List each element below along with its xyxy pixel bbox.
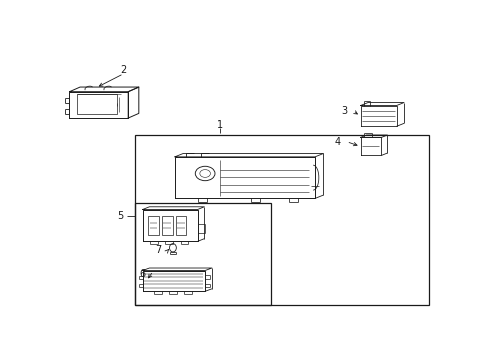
Text: 6: 6 xyxy=(139,269,145,279)
Text: 5: 5 xyxy=(117,211,123,221)
Text: 3: 3 xyxy=(341,106,346,116)
Bar xyxy=(162,216,172,235)
Bar xyxy=(175,216,186,235)
Bar xyxy=(135,203,271,305)
Text: 2: 2 xyxy=(120,64,126,75)
Text: 7: 7 xyxy=(155,245,161,255)
Text: 1: 1 xyxy=(217,120,223,130)
Bar xyxy=(77,94,117,114)
Text: 4: 4 xyxy=(334,136,340,147)
Bar xyxy=(135,135,428,305)
Bar xyxy=(148,216,159,235)
